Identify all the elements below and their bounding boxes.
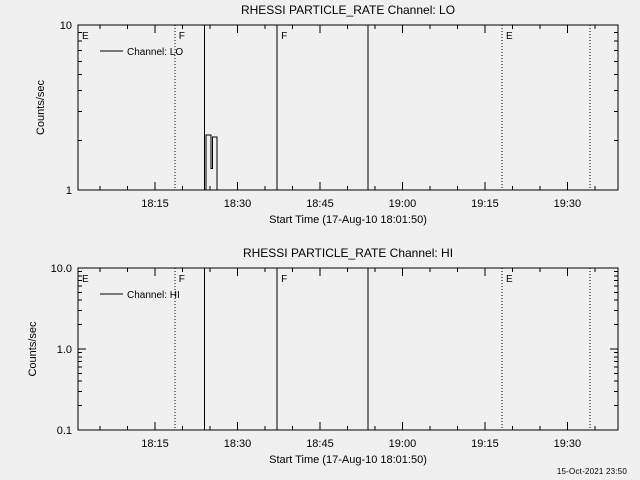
data-series xyxy=(78,134,618,191)
x-tick-label: 19:15 xyxy=(471,198,499,210)
y-axis-label: Counts/sec xyxy=(27,321,39,377)
chart-title: RHESSI PARTICLE_RATE Channel: LO xyxy=(241,3,455,17)
panel-channel-hi: 18:15 18:30 18:45 19:00 19:15 19:30 0.1 1.0 10.0… xyxy=(27,246,619,466)
x-tick-label: 19:00 xyxy=(389,438,417,450)
event-flag-label: E xyxy=(506,274,513,285)
x-axis-label: Start Time (17-Aug-10 18:01:50) xyxy=(269,214,427,226)
plot-timestamp: 15-Oct-2021 23:50 xyxy=(556,467,627,476)
y-tick-label: 1 xyxy=(66,185,72,197)
event-flag-label: F xyxy=(281,31,287,42)
event-flag-label: F xyxy=(281,274,287,285)
y-tick-label: 1.0 xyxy=(57,344,72,356)
chart-title: RHESSI PARTICLE_RATE Channel: HI xyxy=(243,246,453,260)
event-flag-label: E xyxy=(82,274,89,285)
event-flag-label: F xyxy=(179,274,185,285)
legend-label: Channel: HI xyxy=(127,290,180,301)
legend-label: Channel: LO xyxy=(127,47,183,58)
event-flag-label: E xyxy=(506,31,513,42)
x-tick-label: 19:30 xyxy=(554,438,582,450)
x-tick-label: 19:00 xyxy=(389,198,417,210)
x-tick-label: 18:30 xyxy=(224,438,252,450)
x-tick-label: 18:45 xyxy=(306,438,334,450)
x-tick-label: 19:15 xyxy=(471,438,499,450)
x-tick-label: 18:15 xyxy=(141,438,169,450)
x-tick-label: 19:30 xyxy=(554,198,582,210)
x-axis-label: Start Time (17-Aug-10 18:01:50) xyxy=(269,454,427,466)
y-tick-label: 0.1 xyxy=(57,425,72,437)
panel-channel-lo: 18:15 18:30 18:45 19:00 19:15 19:30 1 10 RHESSI … xyxy=(35,3,619,226)
y-axis-label: Counts/sec xyxy=(35,79,47,135)
x-tick-label: 18:45 xyxy=(306,198,334,210)
event-flag-label: E xyxy=(82,31,89,42)
x-tick-label: 18:30 xyxy=(224,198,252,210)
x-tick-label: 18:15 xyxy=(141,198,169,210)
event-flag-label: F xyxy=(179,31,185,42)
y-tick-label: 10.0 xyxy=(51,263,72,275)
y-tick-label: 10 xyxy=(60,20,72,32)
